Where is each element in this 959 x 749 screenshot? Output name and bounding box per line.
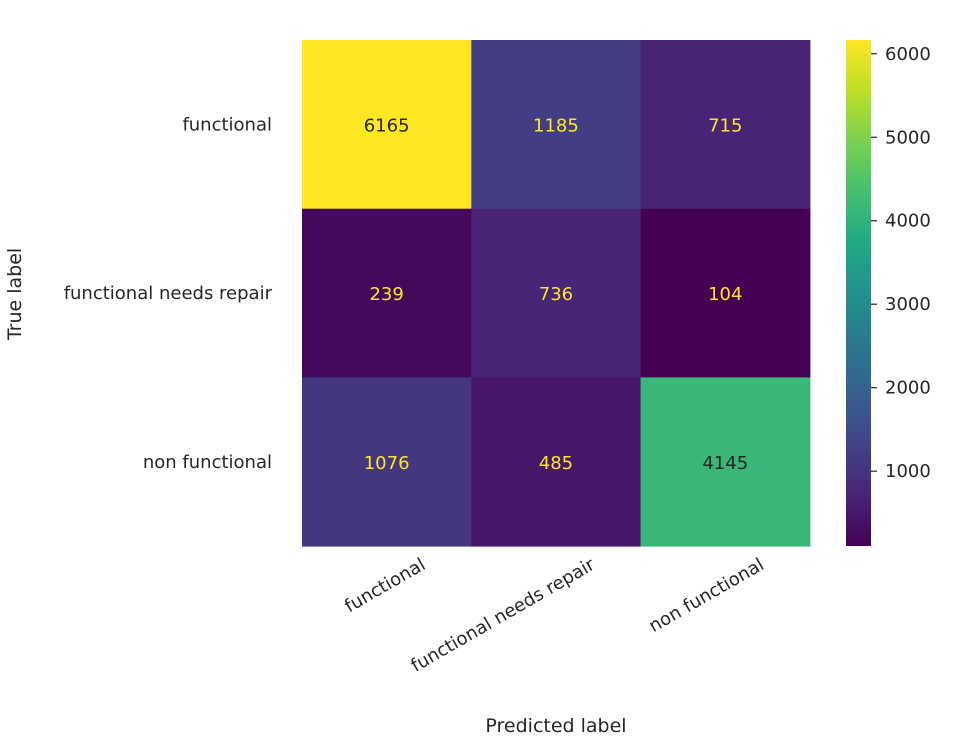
cell-value-label: 485 [539,453,573,474]
cell-value-label: 6165 [364,115,410,136]
y-tick-label: non functional [143,452,272,473]
colorbar-tick-label: 4000 [885,211,931,232]
heatmap-cell [471,377,642,547]
colorbar-gradient [846,40,871,546]
heatmap-cell [302,377,472,547]
heatmap-cell-labels: 6165 1185 715 239 736 104 1076 485 4145 [364,115,748,473]
x-tick-label: functional needs repair [408,554,599,677]
heatmap-cell [302,40,472,210]
cell-value-label: 1185 [533,115,579,136]
colorbar-tick-label: 2000 [885,378,931,399]
heatmap-cell [471,208,642,378]
heatmap-cell [640,377,811,547]
cell-value-label: 4145 [702,453,748,474]
y-tick-label: functional [182,114,272,135]
heatmap-cells [302,40,811,547]
cell-value-label: 104 [708,284,742,305]
y-axis-tick-labels: functional functional needs repair non fun… [64,114,273,472]
colorbar-tick-label: 1000 [885,461,931,482]
heatmap-cell [640,208,811,378]
colorbar-tick-label: 3000 [885,294,931,315]
x-tick-label: non functional [645,554,767,637]
heatmap-cell [471,40,642,210]
heatmap-cell [302,208,472,378]
cell-value-label: 1076 [364,453,410,474]
cell-value-label: 736 [539,284,573,305]
y-tick-label: functional needs repair [64,283,273,304]
x-tick-label: functional [341,554,429,617]
cell-value-label: 715 [708,115,742,136]
colorbar-tick-label: 6000 [885,44,931,65]
x-axis-title: Predicted label [485,715,626,737]
y-axis-title: True label [4,248,26,341]
heatmap-cell [640,40,811,210]
colorbar-tick-label: 5000 [885,127,931,148]
colorbar: 1000 2000 3000 4000 5000 6000 [846,40,931,546]
cell-value-label: 239 [369,284,403,305]
